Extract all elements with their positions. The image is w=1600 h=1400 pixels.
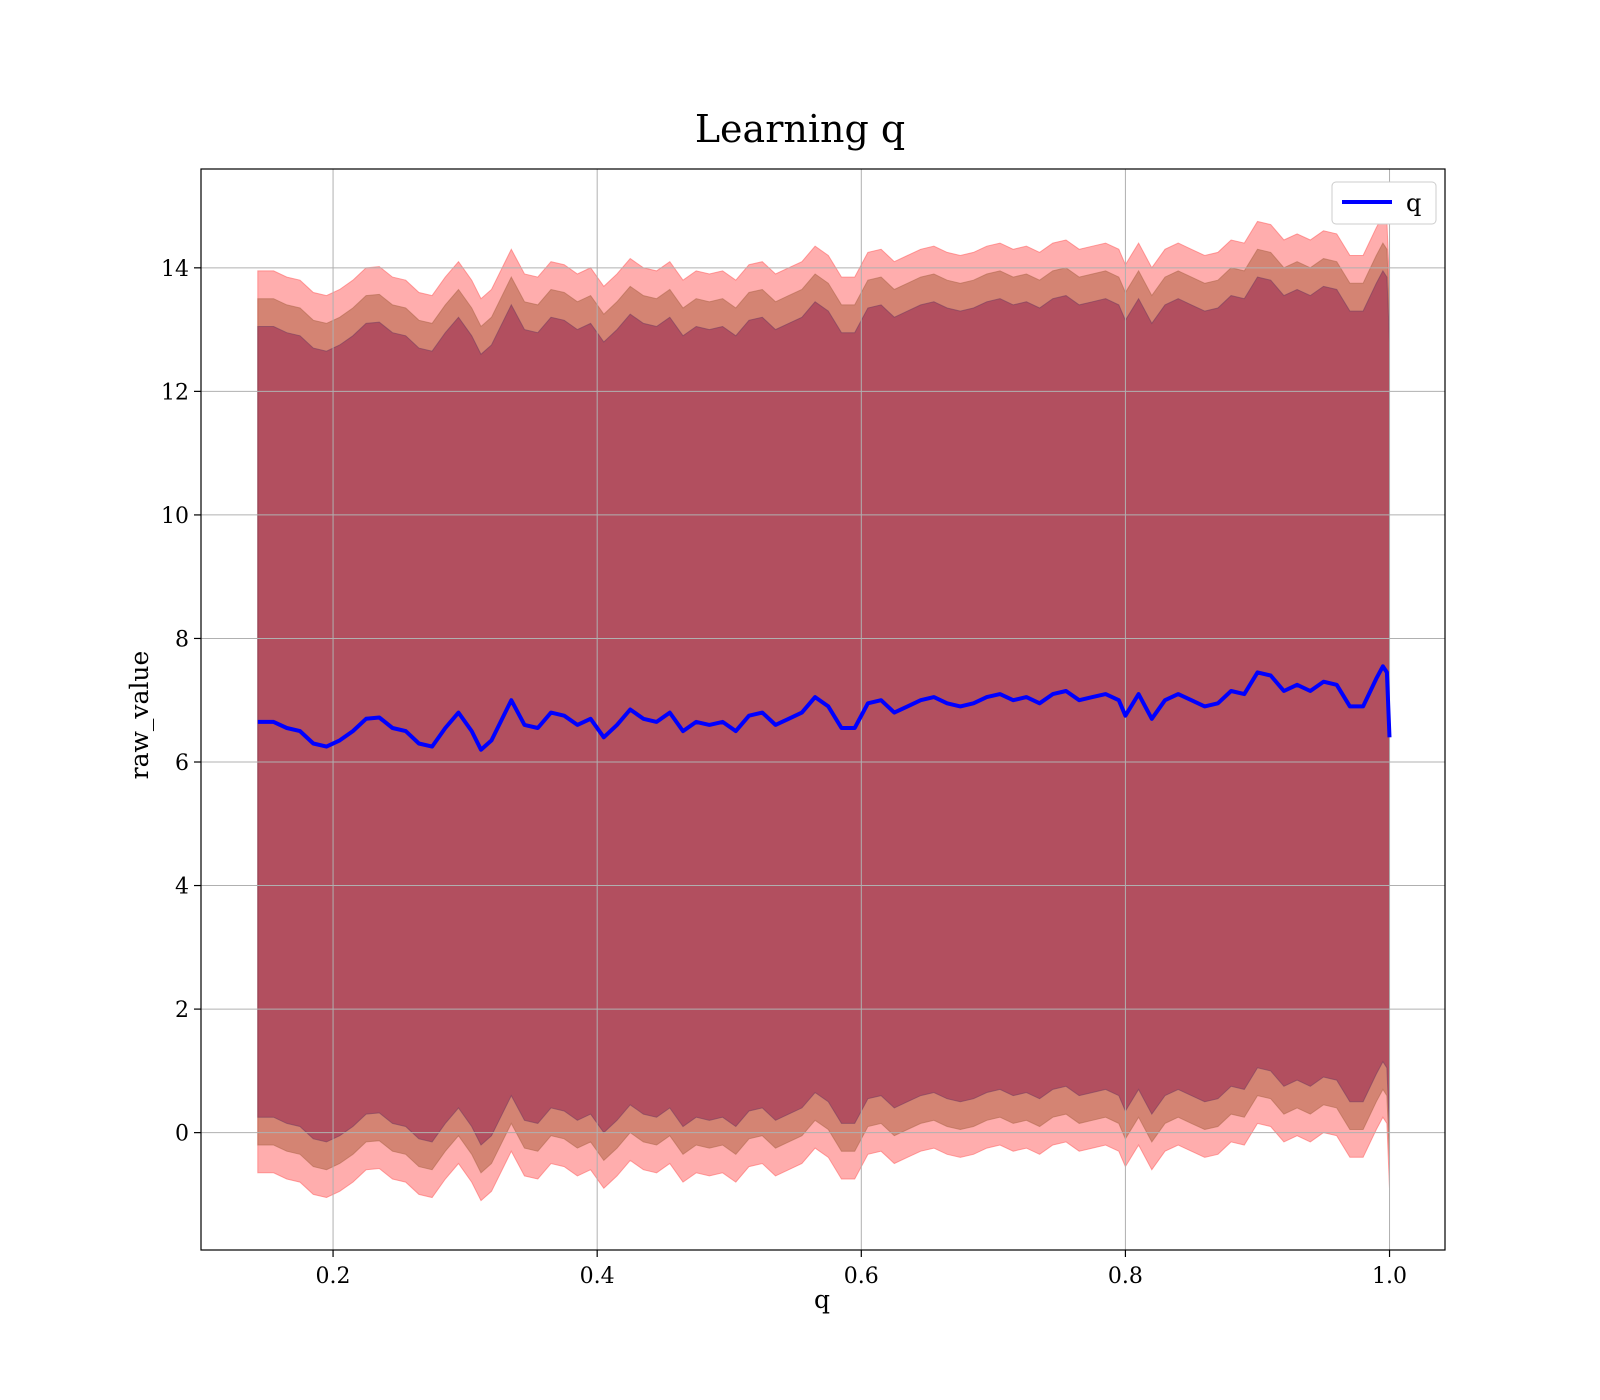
x-tick-label: 1.0 — [1372, 1264, 1407, 1289]
y-tick-label: 12 — [161, 380, 189, 405]
y-tick-label: 2 — [175, 998, 189, 1023]
plot-background — [201, 169, 1445, 1250]
chart-title: Learning q — [695, 107, 905, 151]
legend-label-q: q — [1406, 189, 1421, 217]
y-tick-label: 14 — [161, 257, 189, 282]
x-axis-label: q — [814, 1285, 830, 1314]
x-tick-label: 0.2 — [316, 1264, 351, 1289]
band-inner — [257, 269, 1390, 1146]
y-tick-label: 0 — [175, 1122, 189, 1147]
y-tick-label: 6 — [175, 751, 189, 776]
x-tick-label: 0.8 — [1108, 1264, 1143, 1289]
y-tick-label: 10 — [161, 504, 189, 529]
y-tick-label: 8 — [175, 627, 189, 652]
axes-frame — [200, 168, 1446, 1251]
y-axis-label: raw_value — [125, 651, 154, 780]
plot-area: 0.2 0.4 0.6 0.8 1.0 0 2 4 6 8 10 12 14 — [161, 168, 1446, 1289]
x-tick-label: 0.6 — [844, 1264, 879, 1289]
y-tick-label: 4 — [175, 875, 189, 900]
x-tick-label: 0.4 — [580, 1264, 615, 1289]
series-line-q — [257, 664, 1392, 752]
legend: q — [1331, 181, 1437, 225]
